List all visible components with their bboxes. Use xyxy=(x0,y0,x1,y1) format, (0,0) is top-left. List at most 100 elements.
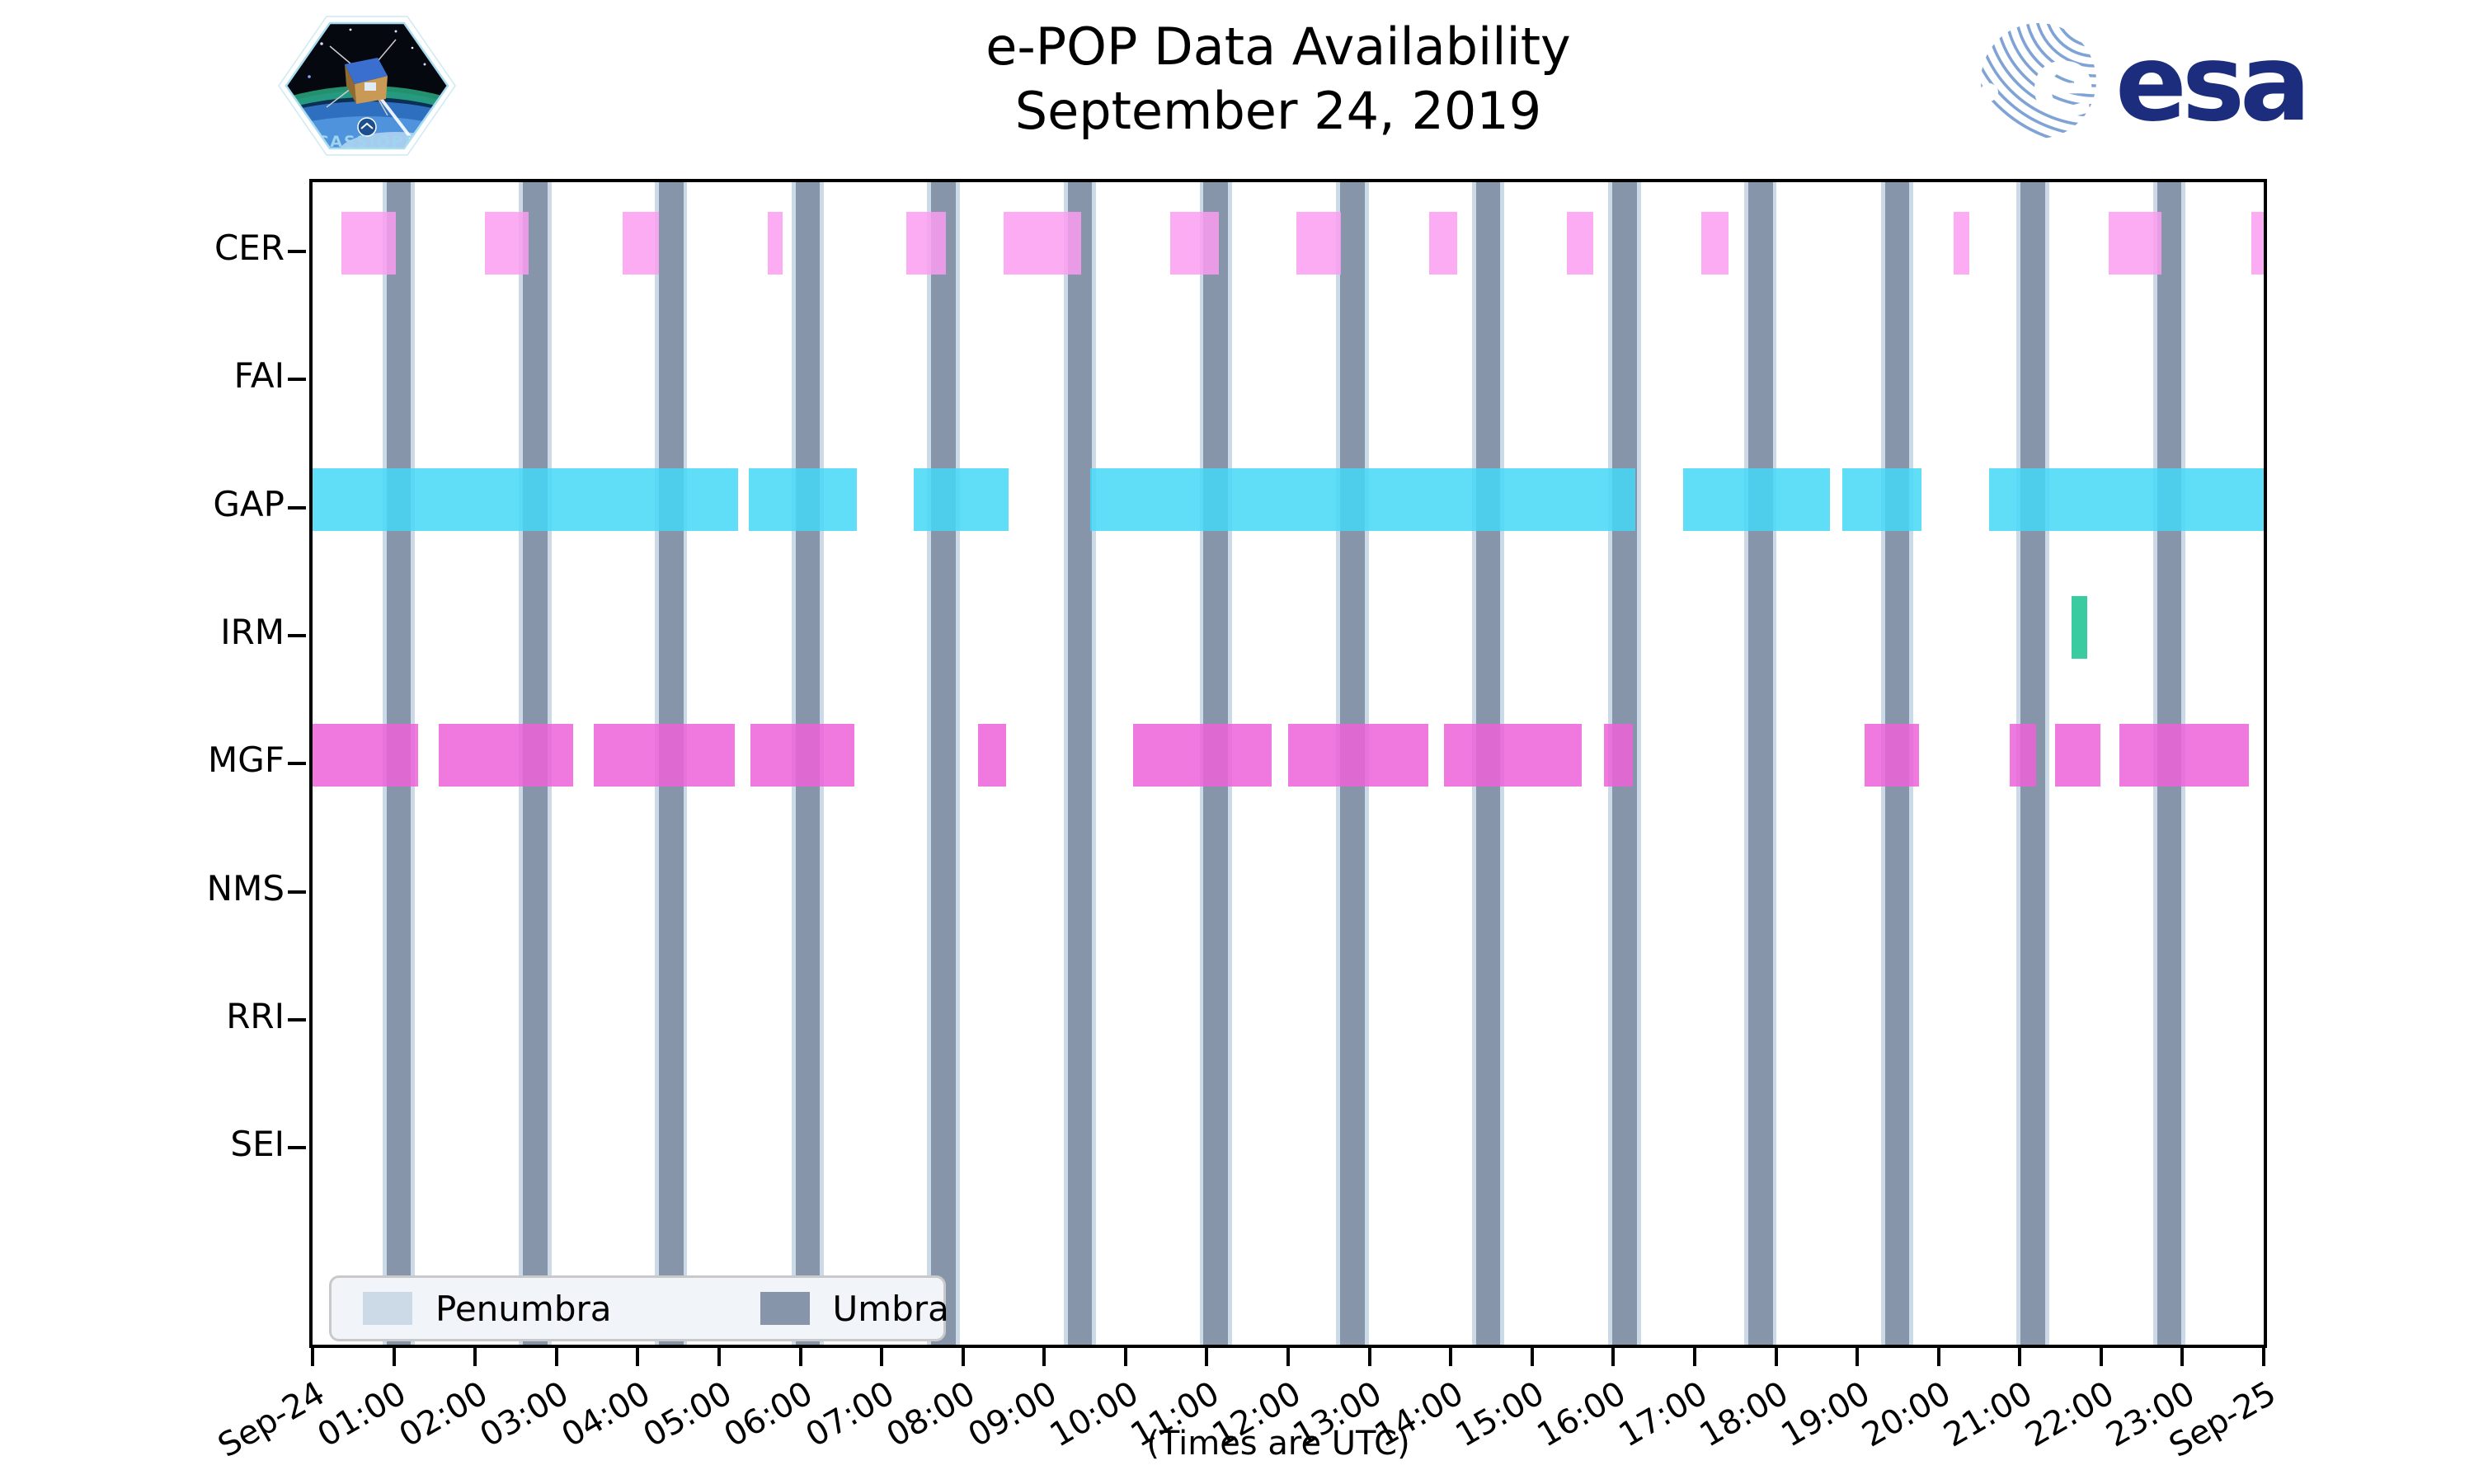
x-tick-label-text: 21:00 xyxy=(1937,1374,2039,1455)
availability-bar-cer xyxy=(484,212,529,275)
x-tick xyxy=(2180,1348,2185,1366)
cassiope-mission-patch: CASSIOPE xyxy=(278,16,456,156)
x-tick xyxy=(1205,1348,1209,1366)
x-tick xyxy=(880,1348,884,1366)
umbra-swatch xyxy=(760,1292,810,1325)
row-label-nms: NMS xyxy=(206,867,285,909)
x-tick-label-text: 05:00 xyxy=(637,1374,738,1455)
availability-bar-cer xyxy=(1567,212,1593,275)
availability-bar-irm xyxy=(2072,595,2088,659)
y-tick xyxy=(288,250,306,253)
availability-bar-cer xyxy=(2108,212,2161,275)
x-tick xyxy=(2099,1348,2103,1366)
penumbra-label: Penumbra xyxy=(435,1288,612,1329)
availability-bar-cer xyxy=(1170,212,1220,275)
x-tick xyxy=(1449,1348,1453,1366)
x-tick xyxy=(1774,1348,1778,1366)
availability-bar-mgf xyxy=(2054,724,2100,787)
plot-area: Sep-24 01:00 02:00 03:00 04:00 05:00 06:00 07:0… xyxy=(212,179,2283,1465)
row-label-mgf: MGF xyxy=(208,740,285,781)
x-tick xyxy=(392,1348,396,1366)
y-tick xyxy=(288,505,306,510)
availability-bar-cer xyxy=(341,212,396,275)
availability-bar-gap xyxy=(913,467,1009,531)
penumbra-swatch xyxy=(363,1292,412,1325)
row-label-irm: IRM xyxy=(220,611,285,652)
availability-bar-mgf xyxy=(2010,724,2036,787)
x-tick xyxy=(473,1348,477,1366)
chart-title: e-POP Data Availability September 24, 20… xyxy=(742,15,1814,143)
availability-bar-cer xyxy=(1296,212,1342,275)
availability-bar-mgf xyxy=(1444,724,1582,787)
axis-ticks: Sep-24 01:00 02:00 03:00 04:00 05:00 06:00 07:0… xyxy=(212,182,2283,1465)
availability-bar-cer xyxy=(1700,212,1729,275)
plot-clip xyxy=(313,182,2264,1345)
x-tick-label-text: 01:00 xyxy=(311,1374,413,1455)
availability-bar-gap xyxy=(749,467,857,531)
availability-bar-gap xyxy=(1683,467,1830,531)
x-tick-label-text: 22:00 xyxy=(2018,1374,2120,1455)
availability-bar-cer xyxy=(1954,212,1970,275)
availability-bar-mgf xyxy=(594,724,735,787)
x-tick xyxy=(1856,1348,1860,1366)
y-tick xyxy=(288,890,306,894)
availability-bar-cer xyxy=(905,212,946,275)
availability-bar-mgf xyxy=(1864,724,1919,787)
legend: Penumbra Umbra xyxy=(329,1275,949,1341)
x-tick xyxy=(2018,1348,2022,1366)
availability-bar-mgf xyxy=(438,724,574,787)
availability-bar-cer xyxy=(2251,212,2264,275)
x-tick xyxy=(1123,1348,1127,1366)
x-axis-caption: (Times are UTC) xyxy=(1146,1425,1410,1463)
y-axis-labels: CER FAI GAP IRM MGF NMS RRI SEI xyxy=(107,179,285,1341)
row-label-sei: SEI xyxy=(230,1124,285,1165)
availability-bar-mgf xyxy=(2119,724,2250,787)
x-tick xyxy=(798,1348,802,1366)
x-tick xyxy=(1936,1348,1940,1366)
availability-bar-mgf xyxy=(1604,724,1633,787)
x-tick-label-text: 04:00 xyxy=(555,1374,657,1455)
y-tick xyxy=(288,1017,306,1021)
y-tick xyxy=(288,378,306,382)
availability-bar-cer xyxy=(1428,212,1458,275)
chart-title-line2: September 24, 2019 xyxy=(1014,80,1542,141)
availability-bar-gap xyxy=(1988,467,2264,531)
availability-bar-gap xyxy=(1842,467,1921,531)
x-tick xyxy=(554,1348,558,1366)
availability-bar-mgf xyxy=(1288,724,1428,787)
y-tick xyxy=(288,1146,306,1150)
x-tick xyxy=(1530,1348,1534,1366)
row-label-gap: GAP xyxy=(213,483,285,524)
row-label-fai: FAI xyxy=(233,355,285,397)
availability-bar-mgf xyxy=(978,724,1006,787)
satellite-art xyxy=(326,39,397,116)
availability-bar-cer xyxy=(1003,212,1081,275)
x-tick-label-text: 03:00 xyxy=(473,1374,576,1455)
x-tick xyxy=(1042,1348,1047,1366)
x-tick-label-text: 02:00 xyxy=(393,1374,495,1455)
umbra-label: Umbra xyxy=(832,1288,949,1329)
umbra-band xyxy=(931,182,956,1345)
availability-bar-cer xyxy=(768,212,783,275)
row-label-cer: CER xyxy=(214,228,285,268)
x-tick xyxy=(717,1348,721,1366)
x-tick-label-text: 20:00 xyxy=(1856,1374,1958,1455)
availability-bar-mgf xyxy=(313,724,419,787)
x-tick xyxy=(961,1348,965,1366)
svg-text:e: e xyxy=(2030,25,2096,139)
y-tick xyxy=(288,762,306,766)
x-tick xyxy=(636,1348,640,1366)
availability-bar-cer xyxy=(622,212,659,275)
patch-text: CASSIOPE xyxy=(317,133,416,151)
availability-bar-gap xyxy=(313,467,738,531)
esa-logo: e esa xyxy=(1981,22,2311,145)
x-tick xyxy=(1611,1348,1616,1366)
x-tick xyxy=(1286,1348,1290,1366)
x-tick xyxy=(311,1348,314,1366)
availability-bar-gap xyxy=(1090,467,1635,531)
patch-art: CASSIOPE xyxy=(286,23,448,151)
y-tick xyxy=(288,633,306,637)
availability-bar-mgf xyxy=(750,724,854,787)
x-tick xyxy=(2262,1348,2265,1366)
